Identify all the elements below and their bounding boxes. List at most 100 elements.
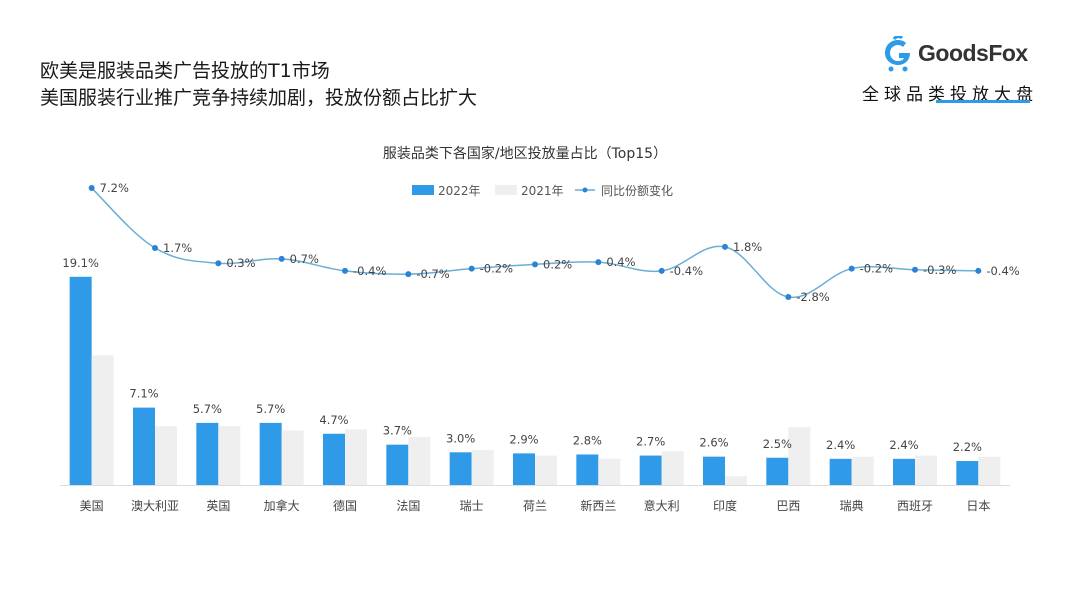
x-tick-label: 法国 xyxy=(396,499,420,513)
bar-2022-2 xyxy=(196,422,219,485)
goodsfox-logo: GoodsFox 全球品类投放大盘 xyxy=(862,36,1040,106)
bar-label-2022: 2.9% xyxy=(509,432,538,446)
chart-title: 服装品类下各国家/地区投放量占比（Top15） xyxy=(383,145,667,162)
line-label: -2.8% xyxy=(796,290,829,304)
line-point-14 xyxy=(975,267,982,274)
bar-2021-11 xyxy=(788,427,811,485)
legend-swatch-1 xyxy=(495,185,517,195)
x-tick-label: 巴西 xyxy=(776,499,800,513)
bar-2022-12 xyxy=(829,458,852,485)
line-label: -0.3% xyxy=(923,263,956,277)
yoy-change-line xyxy=(91,187,979,298)
bar-label-2022: 2.7% xyxy=(636,435,665,449)
bar-2022-13 xyxy=(893,458,915,485)
bar-label-2022: 2.4% xyxy=(826,438,855,452)
x-tick-label: 英国 xyxy=(206,499,230,513)
bar-label-2022: 3.0% xyxy=(446,431,475,445)
line-point-10 xyxy=(722,243,728,250)
line-label: 0.3% xyxy=(226,256,255,270)
x-tick-label: 日本 xyxy=(966,499,990,513)
headline: 欧美是服装品类广告投放的T1市场 美国服装行业推广竞争持续加剧，投放份额占比扩大 xyxy=(40,58,477,112)
bar-2021-14 xyxy=(978,456,1001,485)
bar-2022-0 xyxy=(69,276,92,485)
line-point-8 xyxy=(595,259,602,266)
line-label: -0.2% xyxy=(860,262,893,276)
line-point-1 xyxy=(152,244,158,251)
legend-marker xyxy=(582,187,588,193)
line-label: -0.4% xyxy=(353,264,386,278)
bar-2022-9 xyxy=(639,455,662,485)
bar-2021-2 xyxy=(218,426,241,485)
goodsfox-logo-icon xyxy=(885,36,910,72)
bar-2022-4 xyxy=(323,433,345,485)
x-tick-label: 西班牙 xyxy=(897,499,933,513)
x-tick-label: 美国 xyxy=(80,499,104,513)
line-point-0 xyxy=(88,185,95,192)
bar-2021-13 xyxy=(915,455,937,485)
x-tick-label: 意大利 xyxy=(644,498,680,513)
bar-label-2022: 2.2% xyxy=(953,440,982,454)
line-point-7 xyxy=(532,261,538,268)
legend-swatch-0 xyxy=(412,185,434,195)
bar-2021-1 xyxy=(155,426,177,485)
bar-2021-4 xyxy=(345,429,367,485)
line-point-4 xyxy=(342,267,348,274)
line-label: 1.7% xyxy=(163,241,192,255)
bar-2021-5 xyxy=(408,437,431,485)
bar-label-2022: 3.7% xyxy=(383,424,412,438)
bar-label-2022: 19.1% xyxy=(62,256,99,270)
bar-2021-10 xyxy=(725,476,747,485)
legend-label: 2022年 xyxy=(438,184,481,198)
line-point-12 xyxy=(848,265,855,272)
bar-2022-5 xyxy=(386,444,409,485)
bar-2022-11 xyxy=(766,457,789,485)
bar-label-2022: 2.5% xyxy=(763,437,792,451)
headline-line-2: 美国服装行业推广竞争持续加剧，投放份额占比扩大 xyxy=(40,87,478,109)
bar-label-2022: 7.1% xyxy=(129,387,158,401)
x-tick-label: 瑞典 xyxy=(840,499,864,513)
bar-label-2022: 2.8% xyxy=(573,433,602,447)
logo-brand: GoodsFox xyxy=(918,40,1028,66)
bar-label-2022: 5.7% xyxy=(193,402,222,416)
bar-2021-9 xyxy=(661,451,684,485)
line-label: 1.8% xyxy=(733,240,762,254)
line-label: 0.2% xyxy=(543,257,572,271)
x-tick-label: 荷兰 xyxy=(523,499,547,513)
line-point-5 xyxy=(405,271,412,278)
line-label: 0.7% xyxy=(290,252,319,266)
line-point-9 xyxy=(658,267,665,274)
bar-2021-12 xyxy=(851,456,874,485)
bar-2022-8 xyxy=(576,454,599,485)
line-point-6 xyxy=(468,265,475,272)
line-point-13 xyxy=(912,266,918,273)
line-label: 0.4% xyxy=(606,255,635,269)
bar-2021-6 xyxy=(471,450,494,485)
bar-2021-7 xyxy=(535,455,557,485)
x-tick-label: 加拿大 xyxy=(264,498,300,513)
headline-line-1: 欧美是服装品类广告投放的T1市场 xyxy=(40,60,330,82)
bar-label-2022: 4.7% xyxy=(319,413,348,427)
bar-2022-10 xyxy=(703,456,725,485)
line-label: -0.7% xyxy=(416,267,449,281)
legend-label: 同比份额变化 xyxy=(601,183,673,198)
bar-2021-3 xyxy=(281,430,304,485)
x-tick-label: 新西兰 xyxy=(580,498,616,513)
bar-label-2022: 2.6% xyxy=(699,436,728,450)
tagline-underline xyxy=(936,100,1030,103)
line-label: -0.2% xyxy=(480,262,513,276)
x-tick-label: 印度 xyxy=(713,498,737,513)
x-tick-label: 德国 xyxy=(333,498,357,513)
bar-2022-14 xyxy=(956,461,979,485)
bar-2022-7 xyxy=(513,453,535,485)
line-point-2 xyxy=(215,260,222,267)
line-label: -0.4% xyxy=(670,264,703,278)
legend-label: 2021年 xyxy=(521,184,564,198)
line-label: -0.4% xyxy=(986,264,1019,278)
line-point-11 xyxy=(785,294,792,301)
x-tick-label: 瑞士 xyxy=(460,499,484,513)
line-label: 7.2% xyxy=(100,181,129,195)
bar-2021-0 xyxy=(91,355,114,485)
bar-2022-1 xyxy=(133,407,155,485)
line-point-3 xyxy=(278,255,285,262)
